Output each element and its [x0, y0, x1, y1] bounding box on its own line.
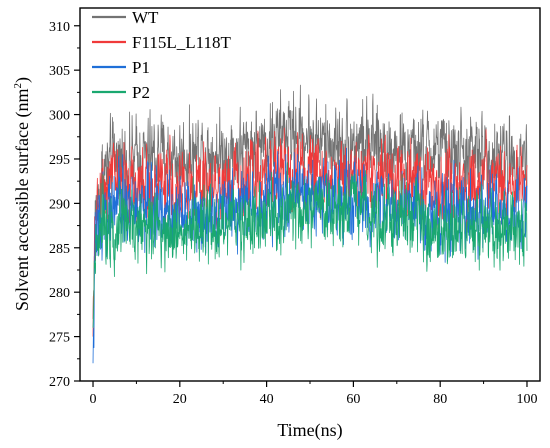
y-tick-label: 275 [49, 331, 70, 346]
y-tick-label: 295 [49, 153, 70, 168]
ticks-layer: 0 20 40 60 80 100 270 275 280 285 290 295 300 305 310 [49, 20, 537, 407]
x-axis-label: Time(ns) [277, 420, 342, 441]
y-tick-label: 290 [49, 197, 70, 212]
series-layer [92, 84, 528, 364]
legend-label: P1 [132, 58, 150, 77]
legend-label: WT [132, 8, 159, 27]
y-axis-label: Solvent accessible surface (nm2) [12, 77, 33, 311]
y-axis-label-close: ) [12, 77, 33, 83]
x-tick-label: 0 [90, 392, 97, 407]
legend: WT F115L_L118T P1 P2 [92, 8, 231, 102]
y-axis-label-main: Solvent accessible surface (nm [12, 89, 33, 311]
x-tick-label: 40 [260, 392, 274, 407]
x-tick-label: 60 [346, 392, 360, 407]
y-tick-label: 305 [49, 64, 70, 79]
x-tick-label: 100 [516, 392, 537, 407]
y-axis-label-superscript: 2 [12, 83, 24, 89]
y-tick-label: 300 [49, 109, 70, 124]
series-line-p2 [92, 162, 528, 328]
legend-label: F115L_L118T [132, 33, 231, 52]
x-tick-label: 80 [433, 392, 447, 407]
y-tick-label: 285 [49, 242, 70, 257]
y-tick-label: 280 [49, 286, 70, 301]
x-tick-label: 20 [173, 392, 187, 407]
y-tick-label: 310 [49, 20, 70, 35]
y-tick-label: 270 [49, 375, 70, 390]
legend-label: P2 [132, 83, 150, 102]
